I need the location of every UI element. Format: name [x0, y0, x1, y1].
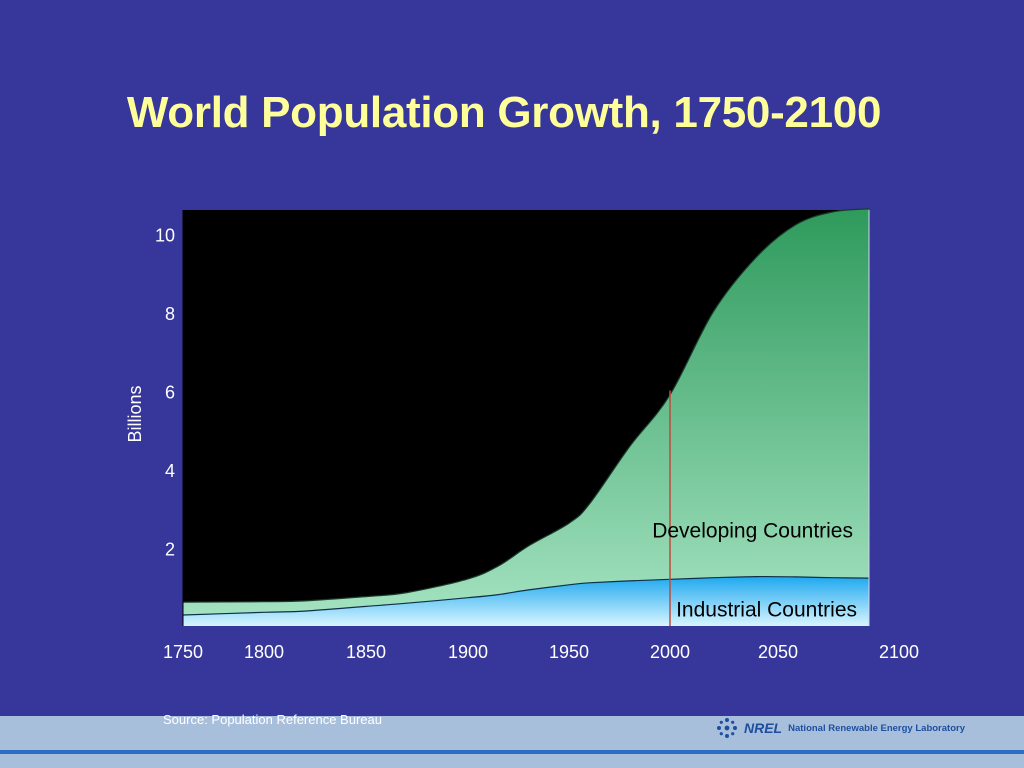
x-tick-label: 1750 [163, 642, 203, 662]
x-tick-label: 1900 [448, 642, 488, 662]
industrial-countries-area [183, 576, 869, 626]
y-tick-label: 8 [165, 304, 175, 324]
nrel-logo-mark: NREL [744, 720, 783, 736]
source-note: Source: Population Reference Bureau [163, 712, 382, 727]
x-tick-label: 2100 [879, 642, 919, 662]
nrel-snowflake-icon [717, 718, 737, 738]
footer-bar [0, 716, 1024, 768]
x-tick-labels: 1750 1800 1850 1900 1950 2000 2050 2100 [163, 642, 919, 662]
industrial-countries-label: Industrial Countries [676, 598, 857, 621]
x-tick-label: 1800 [244, 642, 284, 662]
y-tick-label: 4 [165, 461, 175, 481]
total-population-line [182, 208, 870, 603]
y-tick-label: 2 [165, 540, 175, 560]
y-axis-label: Billions [125, 385, 145, 442]
y-tick-label: 6 [165, 383, 175, 403]
developing-countries-area [183, 208, 869, 616]
x-tick-label: 1850 [346, 642, 386, 662]
x-tick-label: 2000 [650, 642, 690, 662]
industrial-countries-line [182, 575, 870, 616]
footer-stripe [0, 750, 1024, 754]
nrel-logo-text: National Renewable Energy Laboratory [788, 722, 965, 734]
nrel-logo: NREL National Renewable Energy Laborator… [716, 717, 965, 739]
y-tick-labels: 2 4 6 8 10 [155, 226, 175, 560]
x-tick-label: 1950 [549, 642, 589, 662]
x-tick-label: 2050 [758, 642, 798, 662]
slide-title: World Population Growth, 1750-2100 [126, 88, 882, 137]
developing-countries-label: Developing Countries [652, 520, 853, 543]
y-tick-label: 10 [155, 226, 175, 246]
